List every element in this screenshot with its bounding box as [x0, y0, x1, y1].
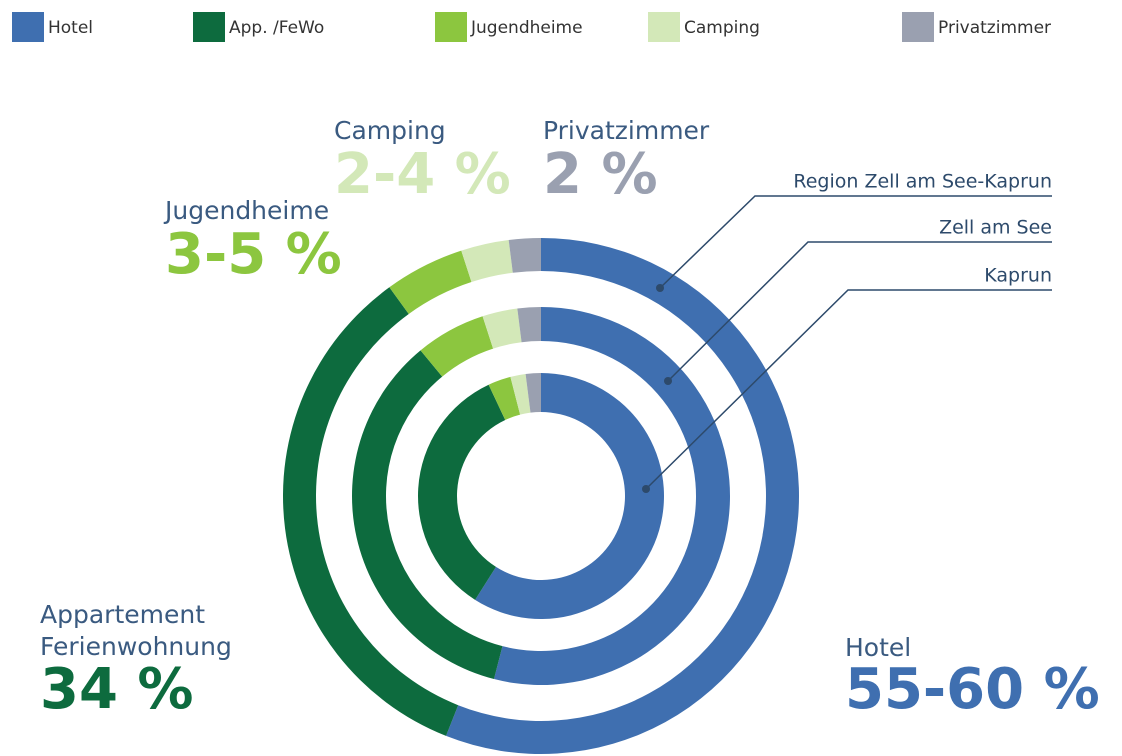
legend-swatch [193, 12, 225, 42]
legend-swatch [12, 12, 44, 42]
legend-swatch [902, 12, 934, 42]
leader-dot [642, 485, 650, 493]
annotation-name: Ferienwohnung [40, 632, 232, 661]
legend-label: Hotel [48, 18, 93, 38]
ring-segment [508, 238, 541, 273]
ring-segment [283, 287, 459, 736]
annotation-name: Hotel [845, 633, 911, 662]
legend-label: App. /FeWo [229, 18, 324, 38]
leader-line [645, 289, 1052, 490]
annotation-name: Jugendheime [163, 196, 329, 225]
annotation-name: Appartement [40, 600, 205, 629]
ring-segment [475, 373, 664, 619]
ring-segment [517, 307, 541, 343]
ring-label: Region Zell am See-Kaprun [793, 171, 1052, 193]
leader-dot [656, 284, 664, 292]
ring-segment [389, 250, 472, 314]
annotation-name: Privatzimmer [543, 116, 710, 145]
ring-segment [461, 240, 513, 283]
ring-segment [417, 384, 506, 600]
annotation-value: 2 % [543, 142, 658, 207]
annotation-value: 2-4 % [334, 142, 511, 207]
ring-segment [510, 373, 531, 415]
annotation-value: 55-60 % [845, 657, 1100, 722]
ring-segment [488, 376, 521, 420]
ring-label: Kaprun [984, 265, 1052, 287]
ring-segment [352, 350, 503, 680]
legend-label: Jugendheime [470, 18, 583, 38]
legend-swatch [435, 12, 467, 42]
legend-swatch [648, 12, 680, 42]
annotation-value: 34 % [40, 657, 194, 722]
leader-line [667, 241, 1052, 382]
annotation-value: 3-5 % [165, 222, 342, 287]
leader-line [659, 195, 1052, 289]
legend-label: Camping [684, 18, 760, 38]
annotation-name: Camping [334, 116, 446, 145]
ring-segment [420, 316, 494, 377]
leader-dot [664, 377, 672, 385]
legend-label: Privatzimmer [938, 18, 1051, 38]
ring-segment [482, 308, 522, 349]
ring-segment [493, 307, 731, 686]
ring-segment [525, 373, 541, 413]
ring-label: Zell am See [939, 217, 1052, 239]
